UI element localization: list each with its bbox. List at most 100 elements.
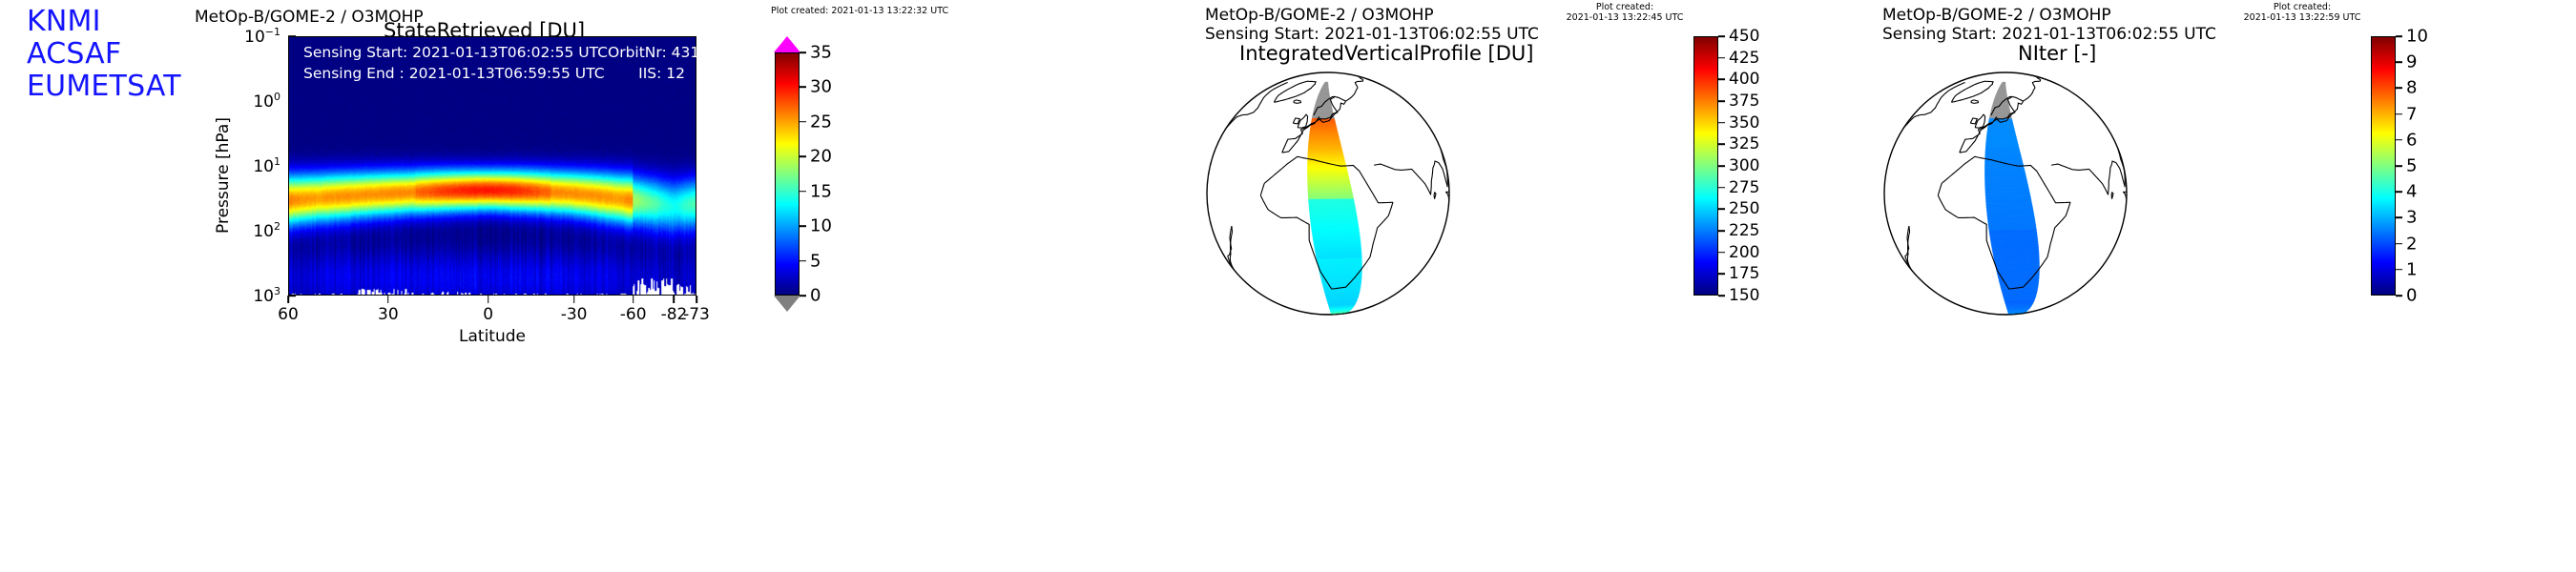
cbar-3-tick-label: 3 (2406, 207, 2418, 228)
panel3-globe-map (1882, 71, 2379, 318)
swath-cell (1307, 179, 1350, 183)
cbar-2-tick (1718, 165, 1725, 167)
cbar-3-tick-label: 10 (2406, 26, 2428, 47)
swath-cell (1984, 177, 2027, 181)
coastline (1219, 81, 1288, 139)
cbar-3-tick (2396, 165, 2402, 167)
coastline (1990, 95, 2013, 116)
cbar-2-tick (1718, 78, 1725, 81)
swath-cell (1307, 177, 1350, 181)
cbar-1-tick (800, 225, 806, 227)
cbar-1-under-arrow (774, 296, 800, 312)
swath-cell (1306, 167, 1347, 171)
xtick-label: 0 (483, 305, 494, 324)
cbar-3-gradient (2371, 36, 2396, 296)
ytick-label-3: 102 (253, 220, 280, 241)
ytick-label-1: 100 (253, 91, 280, 112)
cbar-1-tick (800, 190, 806, 193)
panel1-heatmap-canvas (289, 37, 696, 295)
cbar-3-tick-label: 0 (2406, 285, 2418, 306)
panel1-yaxis-ticklabels: 10−1 100 101 102 103 (219, 26, 280, 306)
coastline (1897, 81, 1965, 139)
cbar-2-tick (1718, 35, 1725, 37)
xtick (287, 296, 289, 303)
panel3-instrument-label: MetOp-B/GOME-2 / O3MOHP (1882, 6, 2111, 25)
panel1-colorbar: 0 5 10 15 20 25 30 35 (774, 36, 870, 312)
cbar-2-tick-label: 425 (1729, 48, 1760, 68)
panel1-plot-created-text: Plot created: 2021-01-13 13:22:32 UTC (771, 6, 949, 16)
coastline (1970, 99, 1980, 104)
cbar-1-tick (800, 86, 806, 89)
cbar-1-tick-label: 25 (810, 112, 832, 133)
cbar-2-tick-label: 200 (1729, 242, 1760, 262)
panel1-xaxis-title: Latitude (459, 327, 526, 346)
panel3-sensing-start: Sensing Start: 2021-01-13T06:02:55 UTC (1882, 25, 2216, 44)
coastline (1292, 117, 1300, 125)
cbar-2-tick (1718, 100, 1725, 102)
agency-logo-block: KNMI ACSAF EUMETSAT (27, 6, 218, 103)
logo-line-eumetsat: EUMETSAT (27, 70, 181, 103)
coastline (1444, 191, 1449, 208)
logo-line-acsaf: ACSAF (27, 37, 122, 71)
xtick (387, 296, 389, 303)
swath-cell (1984, 184, 2028, 187)
swath-cell (1306, 175, 1349, 179)
cbar-2-tick (1718, 208, 1725, 211)
panel3-title: NIter [-] (2018, 42, 2097, 65)
logo-line-knmi: KNMI (27, 5, 101, 38)
ytick-major (288, 295, 296, 296)
cbar-3-tick-label: 5 (2406, 155, 2418, 176)
cbar-1-tick-label: 20 (810, 146, 832, 167)
coastline (1433, 192, 1437, 199)
panel1-xaxis-ticklabels: 60 30 0 -30 -60 -82 -73 (278, 305, 710, 328)
coastline (1293, 99, 1302, 104)
swath-cell (1984, 172, 2025, 174)
cbar-2-tick-label: 300 (1729, 156, 1760, 175)
swath-cell (1984, 182, 2028, 185)
coastline (1937, 155, 2071, 290)
coastline (1974, 113, 1986, 129)
cbar-1-tick-label: 0 (810, 285, 821, 306)
coastline (2023, 73, 2042, 102)
xtick-label: 30 (378, 305, 399, 324)
cbar-2-tick (1718, 121, 1725, 124)
panel1-plot-created: Plot created: 2021-01-13 13:22:32 UTC (771, 6, 948, 16)
coastline (1345, 73, 1364, 102)
cbar-1-tick (800, 51, 806, 53)
xtick-label: -60 (619, 305, 647, 324)
panel2-title: IntegratedVerticalProfile [DU] (1239, 42, 1534, 65)
coastline (1444, 189, 1449, 194)
cbar-2-tick-label: 250 (1729, 199, 1760, 219)
coastline (2122, 191, 2127, 208)
cbar-2-tick-label: 325 (1729, 134, 1760, 154)
cbar-2-tick (1718, 56, 1725, 59)
cbar-1-tick (800, 259, 806, 262)
xtick (572, 296, 575, 303)
cbar-1-tick (800, 295, 806, 296)
cbar-2-tick-label: 350 (1729, 112, 1760, 133)
cbar-2-tick (1718, 143, 1725, 146)
coastline (1950, 80, 1994, 103)
xtick-label: -82 (660, 305, 688, 324)
panel-niter: MetOp-B/GOME-2 / O3MOHP Plot created: 20… (1875, 0, 2524, 572)
globe-3-svg (1883, 72, 2128, 316)
coastline (1959, 95, 2025, 153)
cbar-3-tick (2396, 216, 2402, 219)
cbar-2-tick-label: 175 (1729, 264, 1760, 284)
ytick-label-2: 101 (253, 155, 280, 176)
panel2-globe-map (1205, 71, 1701, 318)
coastline (1374, 144, 1448, 195)
panel-integrated-vertical-profile: MetOp-B/GOME-2 / O3MOHP Plot created: 20… (1197, 0, 1846, 572)
coastline (2122, 189, 2127, 194)
xtick-label: 60 (278, 305, 299, 324)
cbar-3-tick-label: 6 (2406, 130, 2418, 151)
cbar-2-tick (1718, 251, 1725, 254)
panel3-plot-created: Plot created: 2021-01-13 13:22:59 UTC (2226, 2, 2379, 23)
coastline (1969, 117, 1978, 125)
cbar-2-tick-label: 375 (1729, 92, 1760, 111)
cbar-1-tick-label: 5 (810, 251, 821, 272)
swath-cell (1306, 172, 1348, 174)
xtick-label: -73 (683, 305, 710, 324)
cbar-1-tick-label: 30 (810, 76, 832, 97)
